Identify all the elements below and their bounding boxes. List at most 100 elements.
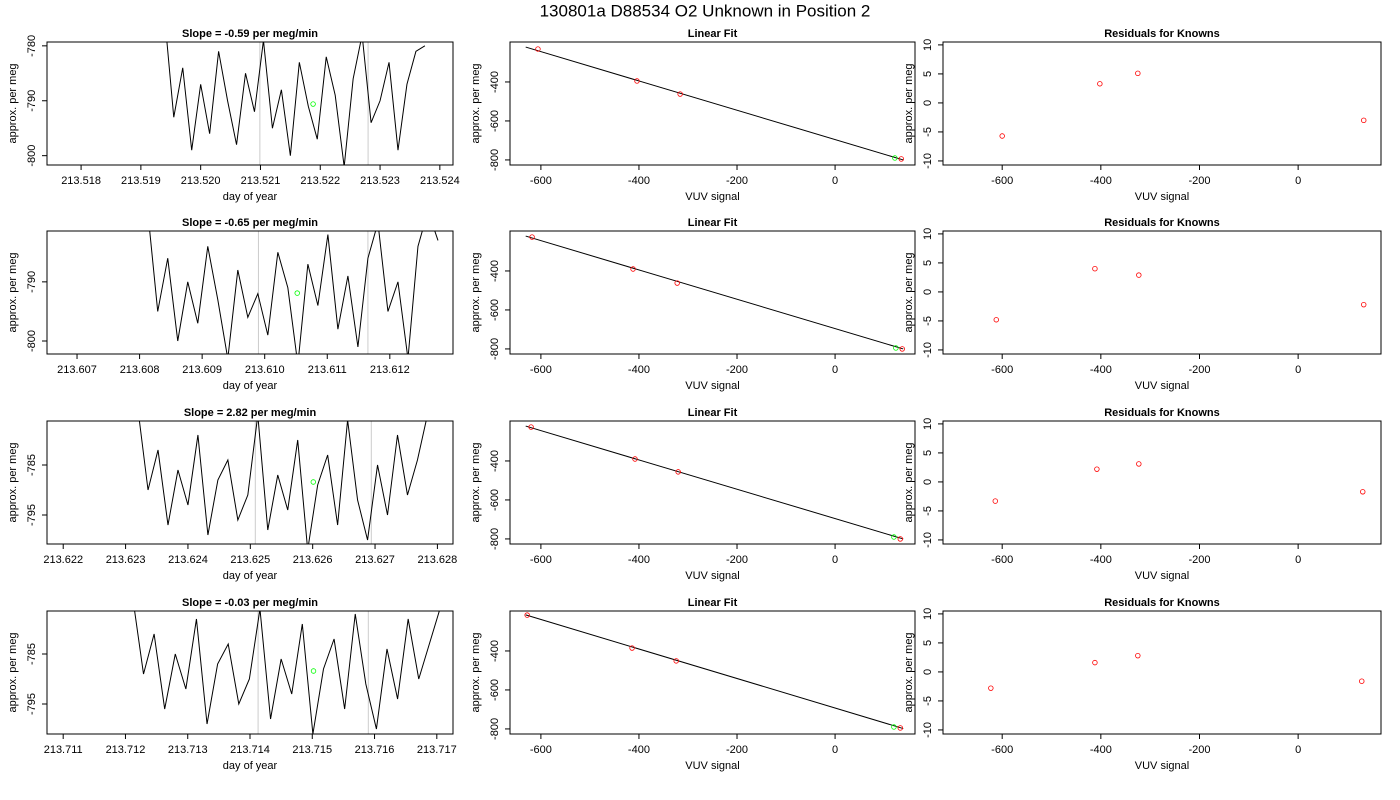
x-tick-label: 213.523 <box>360 175 400 187</box>
x-tick-label: 0 <box>1295 364 1301 376</box>
plot-frame <box>509 230 916 355</box>
x-tick-label: 213.713 <box>168 744 208 756</box>
y-tick-label: -10 <box>922 722 934 738</box>
plot-area <box>525 424 904 542</box>
point <box>1135 652 1141 659</box>
plot-frame <box>509 420 916 545</box>
y-tick-label: 5 <box>922 450 934 456</box>
x-tick-label: 213.624 <box>168 554 208 566</box>
y-axis-label: approx. per meg <box>7 63 19 143</box>
y-axis-label: approx. per meg <box>7 442 19 522</box>
x-tick-label: 213.612 <box>370 364 410 376</box>
x-tick-label: -200 <box>1188 175 1210 187</box>
panel-title: Residuals for Knowns <box>1104 407 1220 419</box>
y-tick-label: -400 <box>489 450 501 472</box>
plot-area <box>134 611 440 734</box>
x-axis-label: VUV signal <box>685 380 739 392</box>
x-tick-label: -200 <box>1188 554 1210 566</box>
unknown-point <box>893 345 899 351</box>
unknown-point <box>891 534 897 540</box>
plot-area <box>525 234 905 352</box>
x-tick-label: 213.522 <box>300 175 340 187</box>
x-tick-label: -600 <box>991 554 1013 566</box>
point <box>1092 266 1098 272</box>
x-tick-label: -200 <box>726 554 748 566</box>
x-tick-label: -600 <box>530 175 552 187</box>
panel: Linear Fit VUV signal approx. per meg -600 -… <box>470 217 916 392</box>
x-tick-label: 213.610 <box>245 364 285 376</box>
x-axis-label: VUV signal <box>1135 191 1189 203</box>
point <box>673 658 679 664</box>
plot-area <box>988 652 1365 691</box>
x-tick-label: 213.608 <box>120 364 160 376</box>
unknown-point <box>891 724 897 730</box>
x-tick-label: 213.520 <box>181 175 221 187</box>
x-tick-label: -400 <box>628 744 650 756</box>
y-tick-label: -785 <box>26 643 38 665</box>
plot-frame <box>46 420 454 545</box>
y-tick-label: 0 <box>922 479 934 485</box>
x-axis-label: VUV signal <box>685 570 739 582</box>
y-tick-label: -800 <box>489 149 501 171</box>
y-tick-label: -5 <box>922 506 934 516</box>
panel: Slope = -0.59 per meg/min day of year appr… <box>7 28 460 203</box>
x-tick-label: -400 <box>1090 364 1112 376</box>
y-tick-label: -400 <box>489 640 501 662</box>
x-tick-label: -600 <box>991 364 1013 376</box>
y-tick-label: -5 <box>922 696 934 706</box>
unknown-point <box>310 101 316 107</box>
plot-area <box>166 42 426 165</box>
panel-title: Slope = 2.82 per meg/min <box>184 407 317 419</box>
x-axis-label: day of year <box>223 380 278 392</box>
x-tick-label: -400 <box>628 554 650 566</box>
point <box>898 156 904 162</box>
panel-title: Linear Fit <box>688 217 738 229</box>
fit-line <box>525 46 904 161</box>
plot-frame <box>46 230 454 355</box>
x-tick-label: 0 <box>1295 554 1301 566</box>
point <box>529 234 535 240</box>
y-axis-label: approx. per meg <box>470 63 482 143</box>
plot-frame <box>46 41 454 166</box>
point <box>1361 301 1367 308</box>
x-tick-label: -400 <box>628 364 650 376</box>
point <box>634 78 640 84</box>
x-axis-label: VUV signal <box>685 760 739 772</box>
y-tick-label: -790 <box>26 90 38 112</box>
y-tick-label: -600 <box>489 299 501 321</box>
x-tick-label: 213.521 <box>241 175 281 187</box>
point <box>1360 489 1366 495</box>
x-tick-label: 213.711 <box>44 744 83 756</box>
y-tick-label: 10 <box>922 418 934 430</box>
y-axis-label: approx. per meg <box>903 252 915 332</box>
y-axis-label: approx. per meg <box>470 442 482 522</box>
y-tick-label: -5 <box>922 127 934 137</box>
plot-area <box>149 231 439 354</box>
point <box>535 46 541 52</box>
panel: Residuals for Knowns VUV signal approx. pe… <box>903 217 1382 392</box>
plot-frame <box>942 41 1382 166</box>
y-tick-label: 10 <box>922 608 934 620</box>
y-tick-label: -400 <box>489 71 501 93</box>
panel-title: Slope = -0.03 per meg/min <box>182 597 318 609</box>
x-tick-label: 0 <box>1295 744 1301 756</box>
point <box>1092 659 1098 666</box>
panel: Slope = -0.03 per meg/min day of year appr… <box>7 597 457 772</box>
point <box>677 91 683 97</box>
y-tick-label: 5 <box>922 260 934 266</box>
point <box>897 725 903 731</box>
fit-line <box>525 235 904 350</box>
fit-line <box>525 614 904 730</box>
y-tick-label: -10 <box>922 532 934 548</box>
panel-title: Linear Fit <box>688 28 738 40</box>
y-tick-label: -800 <box>489 718 501 740</box>
point <box>1135 70 1141 77</box>
y-axis-label: approx. per meg <box>903 63 915 143</box>
series-line <box>149 231 439 354</box>
x-tick-label: -200 <box>1188 364 1210 376</box>
x-tick-label: 0 <box>1295 175 1301 187</box>
panel: Residuals for Knowns VUV signal approx. pe… <box>903 597 1382 772</box>
panel-title: Linear Fit <box>688 407 738 419</box>
y-tick-label: 10 <box>922 39 934 51</box>
